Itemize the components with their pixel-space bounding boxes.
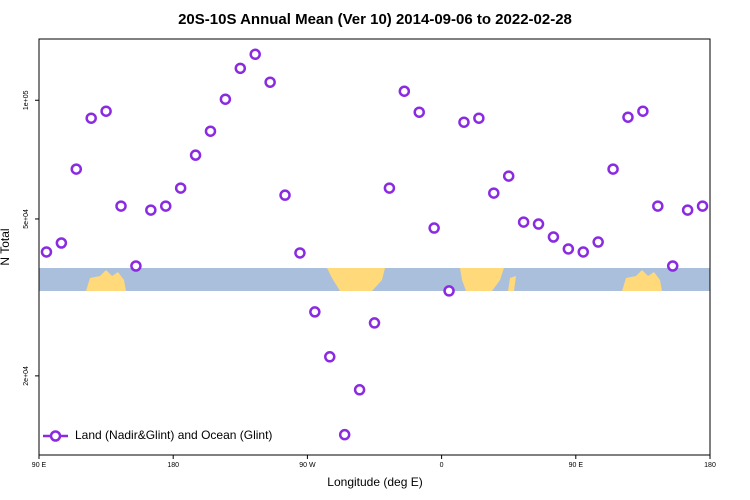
- land: [622, 270, 662, 291]
- land: [327, 268, 385, 291]
- point: [338, 428, 351, 441]
- point: [40, 246, 53, 258]
- y-tick-label: 5e+04: [23, 209, 30, 229]
- point: [100, 105, 112, 117]
- point: [547, 231, 560, 243]
- point: [696, 200, 709, 212]
- point: [592, 236, 604, 248]
- point: [189, 149, 202, 161]
- point: [264, 76, 276, 88]
- y-tick-label: 1e+05: [23, 90, 30, 110]
- land: [460, 268, 504, 291]
- point: [130, 260, 142, 272]
- point: [458, 116, 470, 128]
- map-strip: [39, 268, 710, 291]
- land: [86, 270, 126, 291]
- point: [145, 204, 157, 216]
- legend-label: Land (Nadir&Glint) and Ocean (Glint): [75, 428, 272, 442]
- point: [249, 48, 261, 61]
- point: [353, 384, 366, 396]
- point: [174, 182, 187, 194]
- x-tick-label: 90 E: [569, 462, 584, 469]
- y-tick-label: 2e+04: [23, 366, 30, 386]
- land: [508, 276, 516, 291]
- point: [562, 243, 575, 255]
- point: [234, 62, 247, 75]
- x-tick-label: 180: [167, 462, 179, 469]
- x-axis-label: Longitude (deg E): [327, 475, 422, 489]
- point: [532, 218, 545, 230]
- chart-title: 20S-10S Annual Mean (Ver 10) 2014-09-06 …: [178, 11, 572, 28]
- point: [577, 246, 590, 258]
- point: [637, 105, 649, 117]
- point: [443, 285, 455, 297]
- point: [622, 111, 634, 123]
- point: [398, 85, 411, 97]
- point: [413, 106, 425, 118]
- point: [279, 189, 291, 201]
- point: [428, 222, 440, 234]
- point: [159, 200, 172, 212]
- point: [607, 163, 619, 175]
- point: [309, 306, 321, 318]
- point: [666, 260, 679, 272]
- x-tick-label: 180: [704, 462, 716, 469]
- legend-marker: [49, 430, 62, 442]
- x-tick-label: 90 E: [32, 462, 47, 469]
- point: [517, 216, 530, 228]
- point: [383, 182, 396, 194]
- point: [204, 125, 217, 137]
- point: [85, 112, 97, 124]
- point: [55, 237, 68, 249]
- point: [488, 187, 500, 199]
- point: [652, 200, 664, 212]
- point: [502, 170, 515, 182]
- point: [368, 317, 381, 329]
- point: [294, 247, 306, 259]
- plot-frame: [38, 38, 711, 456]
- point: [219, 93, 232, 105]
- x-tick-label: 0: [440, 462, 444, 469]
- point: [115, 200, 127, 212]
- point: [681, 204, 694, 216]
- y-axis-label: N Total: [0, 228, 12, 265]
- point: [473, 112, 485, 124]
- point: [324, 351, 336, 363]
- point: [70, 163, 83, 175]
- x-tick-label: 90 W: [299, 462, 316, 469]
